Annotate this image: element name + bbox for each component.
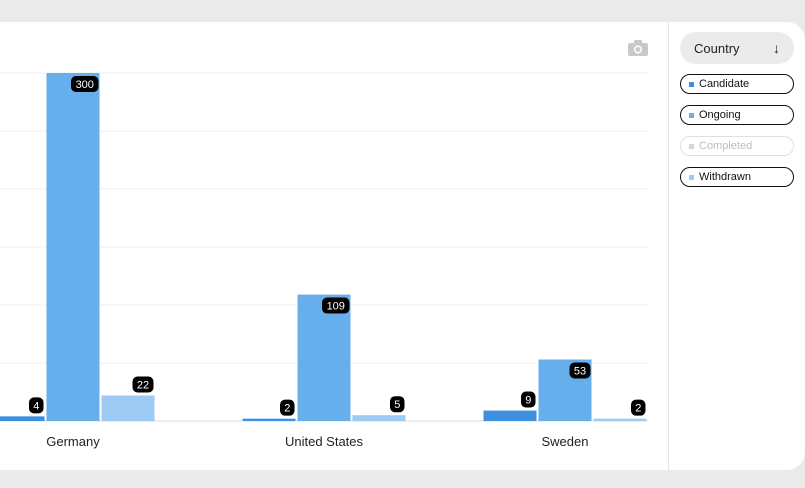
legend-item-withdrawn[interactable]: Withdrawn bbox=[680, 167, 794, 187]
legend-item-completed[interactable]: Completed bbox=[680, 136, 794, 156]
value-label: 300 bbox=[76, 79, 94, 91]
bar-withdrawn[interactable] bbox=[593, 418, 647, 421]
bar-candidate[interactable] bbox=[0, 416, 45, 421]
value-label: 53 bbox=[574, 366, 586, 378]
value-label: 2 bbox=[635, 403, 641, 415]
value-label: 2 bbox=[284, 403, 290, 415]
bar-ongoing[interactable] bbox=[46, 73, 100, 421]
category-label: United States bbox=[285, 434, 364, 449]
legend-label: Withdrawn bbox=[699, 171, 751, 183]
bar-candidate[interactable] bbox=[242, 418, 296, 421]
value-label: 4 bbox=[33, 400, 39, 412]
legend-label: Candidate bbox=[699, 78, 750, 90]
bar-withdrawn[interactable] bbox=[101, 395, 155, 421]
value-pill bbox=[569, 362, 591, 379]
arrow-down-icon: ↓ bbox=[773, 40, 780, 56]
value-pill bbox=[132, 376, 154, 393]
sort-by-country-button[interactable]: Country ↓ bbox=[680, 32, 794, 64]
sort-label: Country bbox=[694, 40, 740, 56]
legend-swatch bbox=[689, 81, 694, 87]
bar-withdrawn[interactable] bbox=[352, 415, 406, 421]
sidebar: Country ↓ Candidate Ongoing Completed Withd… bbox=[680, 32, 794, 198]
legend-item-ongoing[interactable]: Ongoing bbox=[680, 105, 794, 125]
legend-item-candidate[interactable]: Candidate bbox=[680, 74, 794, 94]
value-pill bbox=[322, 297, 350, 314]
legend: Candidate Ongoing Completed Withdrawn bbox=[680, 74, 794, 187]
bar-ongoing[interactable] bbox=[297, 294, 351, 421]
bar-chart: 4 300 22 Germany 2 109 5 United States 9 53 2 Swede… bbox=[0, 72, 648, 449]
bar-candidate[interactable] bbox=[483, 410, 537, 421]
value-pill bbox=[631, 399, 646, 416]
value-label: 22 bbox=[137, 379, 149, 391]
chart-card: 4 300 22 Germany 2 109 5 United States 9 53 2 Swede… bbox=[0, 22, 805, 470]
value-pill bbox=[521, 391, 536, 408]
camera-icon[interactable] bbox=[628, 40, 648, 56]
legend-swatch bbox=[689, 143, 694, 149]
value-label: 5 bbox=[394, 399, 400, 411]
category-label: Sweden bbox=[542, 434, 589, 449]
value-pill bbox=[280, 399, 295, 416]
value-pill bbox=[29, 397, 44, 414]
value-label: 109 bbox=[327, 301, 345, 313]
panel-divider bbox=[668, 22, 669, 470]
legend-label: Ongoing bbox=[699, 109, 741, 121]
category-label: Germany bbox=[46, 434, 100, 449]
value-label: 9 bbox=[525, 395, 531, 407]
legend-swatch bbox=[689, 112, 694, 118]
legend-swatch bbox=[689, 174, 694, 180]
legend-label: Completed bbox=[699, 140, 753, 152]
value-pill bbox=[71, 76, 99, 92]
value-pill bbox=[390, 396, 405, 413]
